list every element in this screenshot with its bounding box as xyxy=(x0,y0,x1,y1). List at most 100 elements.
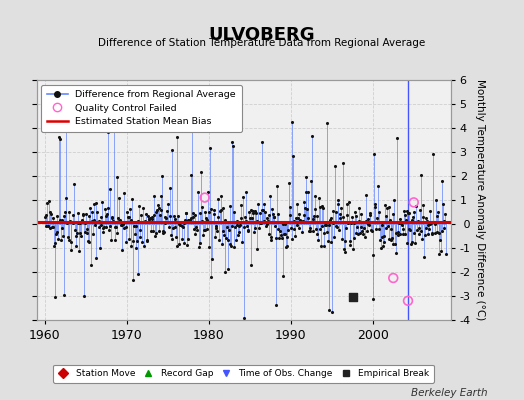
Point xyxy=(63,220,71,226)
Point xyxy=(406,227,414,234)
Point xyxy=(312,230,321,237)
Point xyxy=(110,125,118,131)
Point xyxy=(328,308,336,315)
Point xyxy=(212,225,221,232)
Point xyxy=(402,216,410,223)
Point xyxy=(219,205,227,212)
Point xyxy=(206,145,214,152)
Point xyxy=(383,205,391,211)
Point xyxy=(420,254,428,260)
Point xyxy=(341,238,349,244)
Point xyxy=(417,228,425,234)
Point xyxy=(84,239,93,246)
Point xyxy=(88,209,96,216)
Point xyxy=(305,228,313,234)
Point xyxy=(130,231,139,237)
Point xyxy=(234,223,243,229)
Point xyxy=(135,203,143,209)
Point xyxy=(268,206,276,212)
Point xyxy=(119,221,127,228)
Point xyxy=(214,196,222,202)
Point xyxy=(82,230,91,237)
Point xyxy=(333,223,341,230)
Point xyxy=(163,219,172,226)
Point xyxy=(64,209,73,216)
Point xyxy=(238,239,246,245)
Point xyxy=(320,243,328,249)
Point xyxy=(409,230,418,236)
Point xyxy=(368,296,377,303)
Point xyxy=(318,222,326,229)
Point xyxy=(94,223,103,230)
Point xyxy=(320,230,329,236)
Point xyxy=(303,206,311,212)
Point xyxy=(54,134,63,140)
Point xyxy=(174,212,182,219)
Point xyxy=(44,222,52,229)
Point xyxy=(200,227,208,234)
Point xyxy=(396,231,404,237)
Point xyxy=(417,172,425,178)
Point xyxy=(43,223,52,229)
Point xyxy=(204,189,212,195)
Point xyxy=(195,244,203,250)
Point xyxy=(117,247,126,253)
Point xyxy=(377,245,385,252)
Point xyxy=(138,219,147,226)
Point xyxy=(398,222,406,228)
Point xyxy=(133,238,141,244)
Point xyxy=(126,206,134,212)
Point xyxy=(208,256,216,262)
Point xyxy=(302,174,311,180)
Point xyxy=(400,211,409,218)
Point xyxy=(155,204,163,211)
Point xyxy=(286,204,294,210)
Point xyxy=(197,168,205,175)
Point xyxy=(194,189,202,196)
Point xyxy=(185,217,193,223)
Point xyxy=(426,220,434,227)
Point xyxy=(176,222,184,228)
Y-axis label: Monthly Temperature Anomaly Difference (°C): Monthly Temperature Anomaly Difference (… xyxy=(475,79,485,321)
Point xyxy=(300,199,309,205)
Point xyxy=(127,216,136,223)
Point xyxy=(230,243,238,250)
Point xyxy=(140,219,149,225)
Point xyxy=(126,243,135,249)
Point xyxy=(255,210,264,216)
Point xyxy=(210,211,218,218)
Point xyxy=(112,224,120,230)
Point xyxy=(407,241,415,248)
Point xyxy=(422,225,430,232)
Point xyxy=(270,214,278,220)
Point xyxy=(99,225,107,231)
Point xyxy=(183,236,192,243)
Point xyxy=(111,224,119,230)
Point xyxy=(336,215,345,221)
Point xyxy=(104,204,113,211)
Point xyxy=(418,236,426,242)
Point xyxy=(80,228,89,235)
Point xyxy=(381,213,390,219)
Point xyxy=(368,228,376,234)
Point xyxy=(326,217,334,224)
Point xyxy=(292,201,301,207)
Point xyxy=(172,234,180,240)
Point xyxy=(313,212,322,219)
Point xyxy=(281,221,290,228)
Point xyxy=(181,217,189,223)
Point xyxy=(329,220,337,226)
Point xyxy=(86,205,94,212)
Point xyxy=(421,214,430,221)
Point xyxy=(92,200,100,206)
Point xyxy=(173,134,181,140)
Point xyxy=(115,218,124,224)
Point xyxy=(103,129,112,135)
Point xyxy=(115,195,123,202)
Point xyxy=(440,218,448,225)
Point xyxy=(187,215,195,222)
Point xyxy=(244,227,252,233)
Point xyxy=(50,243,58,249)
Point xyxy=(314,236,322,243)
Point xyxy=(254,200,263,207)
